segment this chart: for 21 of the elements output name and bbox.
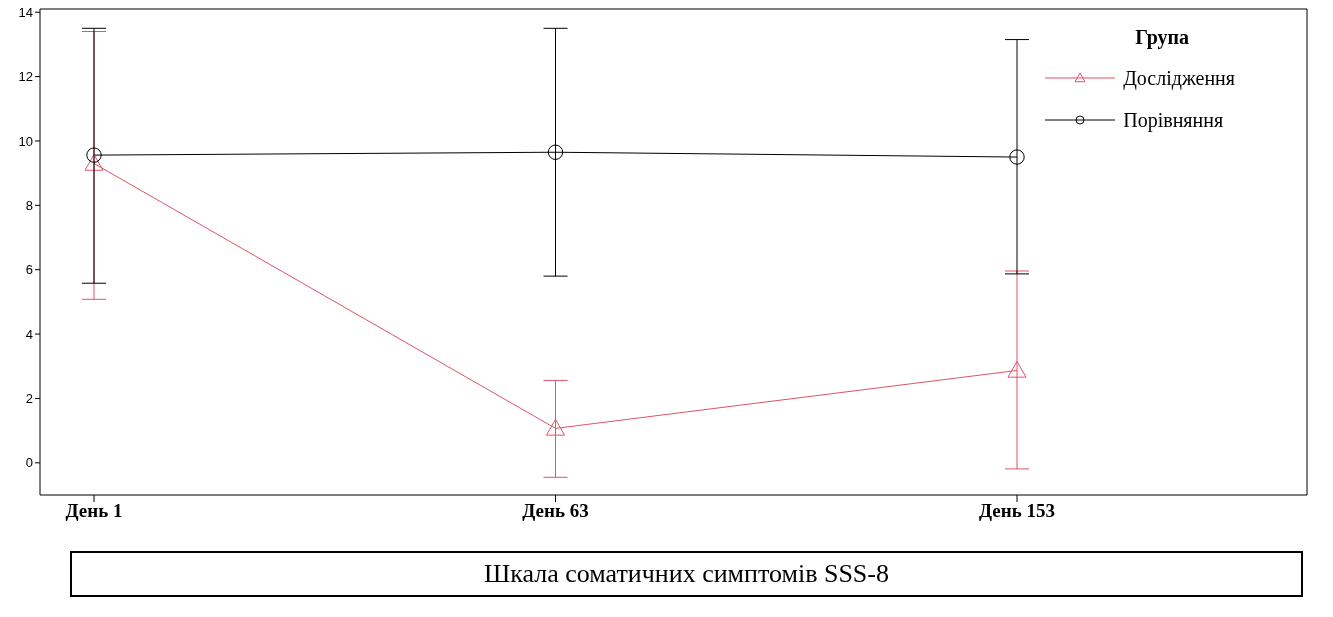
- point: [86, 147, 102, 163]
- y-tick-label: 10: [18, 133, 33, 149]
- legend-title: Група: [1135, 26, 1191, 49]
- x-tick-label: День 1: [65, 500, 123, 522]
- x-tick-label: День 153: [979, 500, 1055, 522]
- y-tick-label: 2: [25, 391, 33, 407]
- legend-label: Дослідження: [1123, 66, 1235, 90]
- y-tick-label: 12: [18, 69, 33, 85]
- y-tick-label: 6: [25, 262, 33, 278]
- point: [1007, 360, 1027, 378]
- point: [84, 153, 104, 171]
- y-tick-label: 8: [25, 197, 33, 213]
- x-tick-label: День 63: [522, 500, 589, 522]
- point: [546, 418, 565, 436]
- y-tick-label: 0: [25, 455, 33, 471]
- text: Шкала соматичних симптомів SSS-8: [70, 551, 1303, 597]
- y-tick-label: 4: [25, 326, 33, 342]
- point: [547, 144, 564, 160]
- y-tick-label: 14: [18, 4, 33, 20]
- point: [1009, 149, 1025, 165]
- legend-label: Порівняння: [1123, 108, 1224, 132]
